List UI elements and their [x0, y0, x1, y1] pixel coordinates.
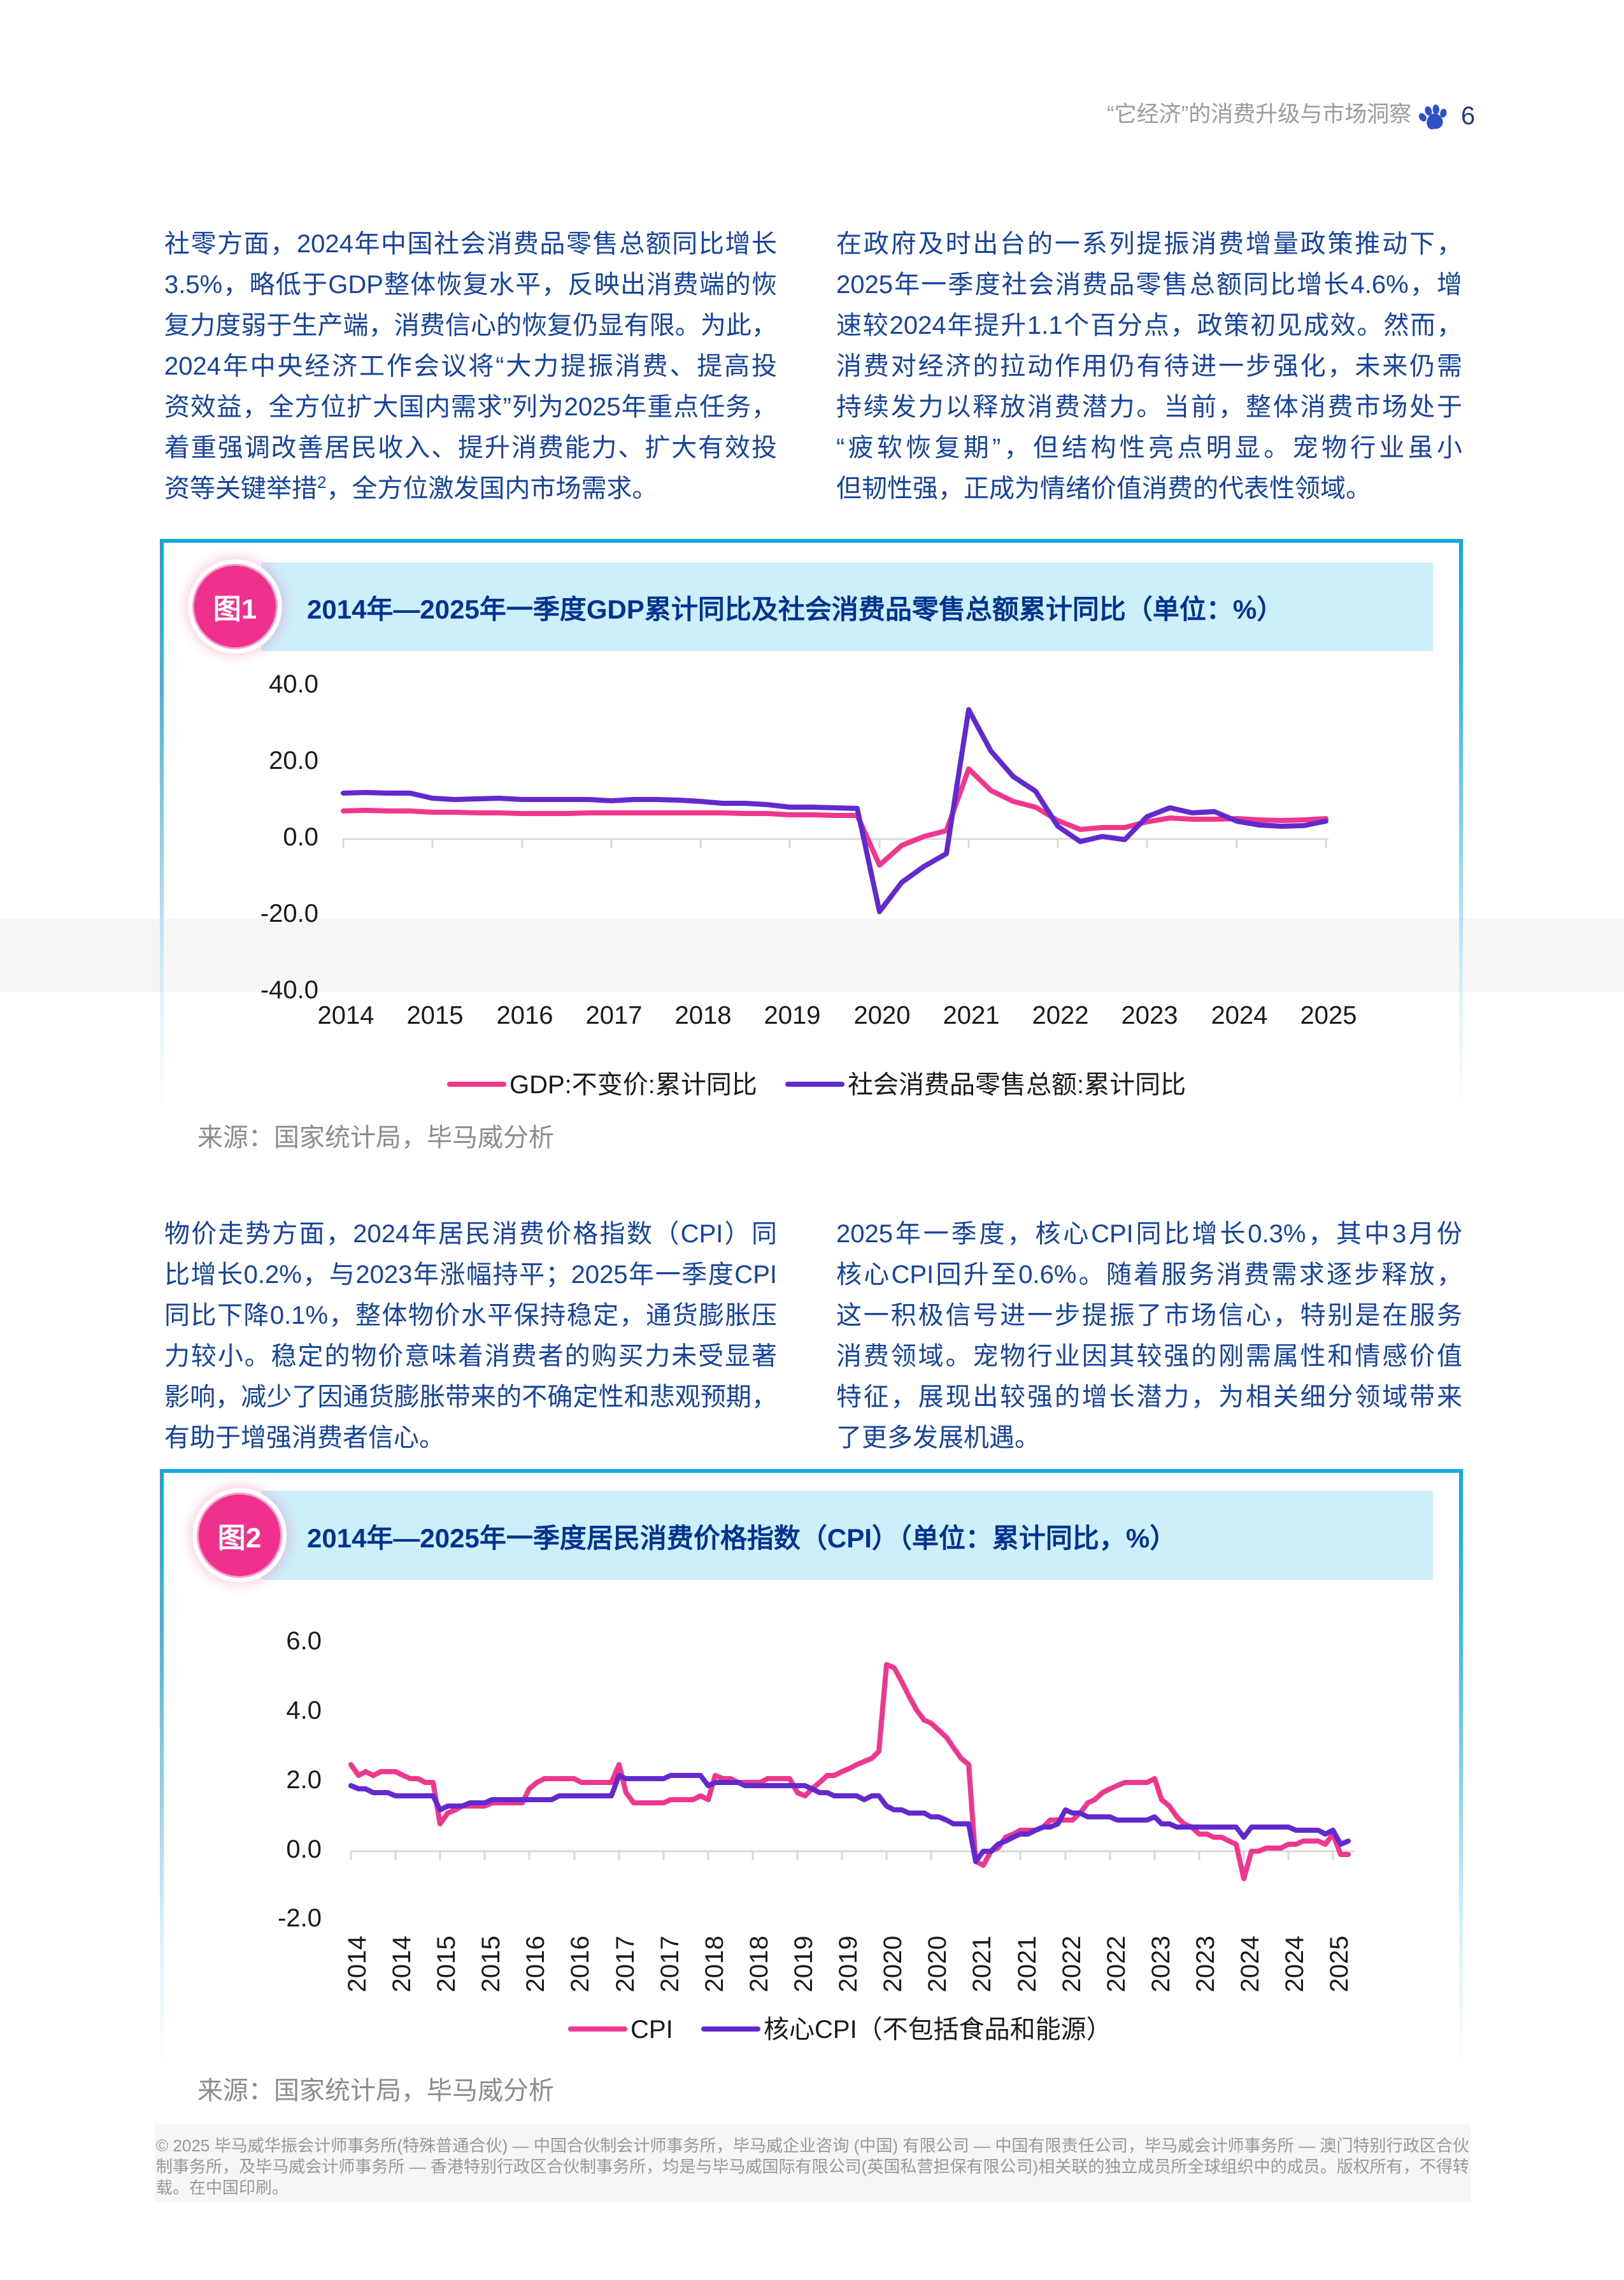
svg-text:2017: 2017 — [656, 1936, 684, 1993]
svg-text:4.0: 4.0 — [286, 1696, 322, 1724]
svg-text:2014: 2014 — [318, 1001, 374, 1029]
svg-text:2021: 2021 — [943, 1001, 1000, 1029]
svg-text:-2.0: -2.0 — [278, 1904, 322, 1932]
svg-text:2025: 2025 — [1325, 1936, 1353, 1993]
svg-text:核心CPI（不包括食品和能源）: 核心CPI（不包括食品和能源） — [764, 2016, 1112, 2044]
svg-text:2022: 2022 — [1032, 1001, 1089, 1029]
svg-text:2021: 2021 — [1013, 1936, 1041, 1993]
svg-text:40.0: 40.0 — [269, 670, 318, 698]
svg-text:GDP:不变价:累计同比: GDP:不变价:累计同比 — [509, 1071, 757, 1099]
svg-text:2018: 2018 — [745, 1936, 773, 1993]
svg-text:6.0: 6.0 — [286, 1627, 322, 1655]
svg-text:2014: 2014 — [388, 1936, 416, 1993]
svg-text:2015: 2015 — [432, 1936, 460, 1993]
svg-text:2025: 2025 — [1300, 1001, 1357, 1029]
svg-text:社会消费品零售总额:累计同比: 社会消费品零售总额:累计同比 — [848, 1071, 1186, 1099]
svg-text:2024: 2024 — [1211, 1001, 1268, 1029]
svg-text:2016: 2016 — [522, 1936, 550, 1993]
svg-text:2018: 2018 — [701, 1936, 729, 1993]
svg-text:2015: 2015 — [477, 1936, 505, 1993]
svg-text:2018: 2018 — [675, 1001, 732, 1029]
svg-text:2023: 2023 — [1122, 1001, 1178, 1029]
svg-text:2014: 2014 — [343, 1936, 371, 1993]
svg-text:2020: 2020 — [854, 1001, 911, 1029]
svg-text:2022: 2022 — [1102, 1936, 1130, 1993]
svg-text:2024: 2024 — [1281, 1936, 1309, 1993]
svg-text:2015: 2015 — [407, 1001, 464, 1029]
svg-text:2020: 2020 — [879, 1936, 907, 1993]
svg-text:2023: 2023 — [1192, 1936, 1220, 1993]
svg-text:-20.0: -20.0 — [260, 900, 318, 928]
svg-text:2020: 2020 — [923, 1936, 951, 1993]
svg-text:2017: 2017 — [586, 1001, 643, 1029]
svg-text:20.0: 20.0 — [269, 747, 318, 775]
svg-text:2017: 2017 — [611, 1936, 639, 1993]
svg-text:2016: 2016 — [497, 1001, 553, 1029]
svg-text:2.0: 2.0 — [286, 1766, 322, 1794]
svg-text:2021: 2021 — [968, 1936, 996, 1993]
svg-text:-40.0: -40.0 — [260, 976, 318, 1004]
svg-text:2019: 2019 — [790, 1936, 818, 1993]
svg-text:0.0: 0.0 — [283, 823, 318, 851]
svg-text:CPI: CPI — [630, 2016, 673, 2044]
svg-text:2023: 2023 — [1147, 1936, 1175, 1993]
svg-text:2016: 2016 — [566, 1936, 594, 1993]
svg-text:2019: 2019 — [764, 1001, 821, 1029]
svg-text:2019: 2019 — [834, 1936, 862, 1993]
svg-text:2022: 2022 — [1058, 1936, 1086, 1993]
svg-text:2024: 2024 — [1236, 1936, 1264, 1993]
svg-text:0.0: 0.0 — [286, 1835, 322, 1863]
